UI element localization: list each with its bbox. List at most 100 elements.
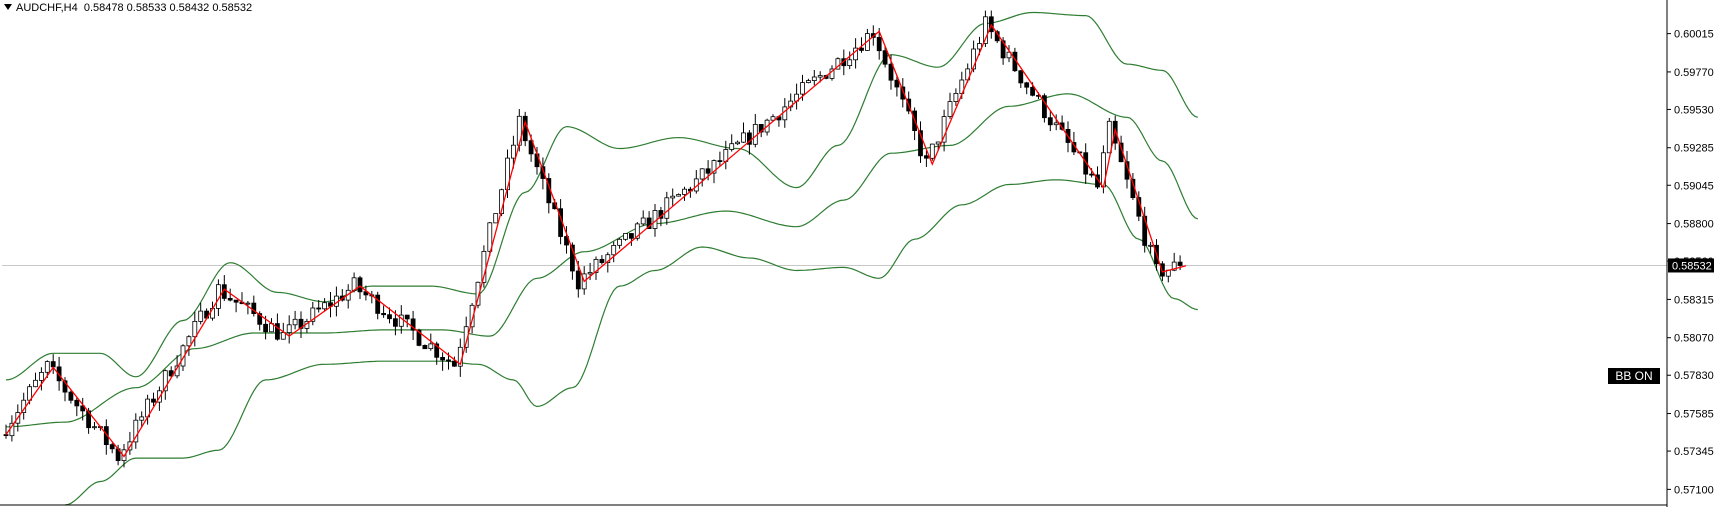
candle[interactable] bbox=[894, 74, 900, 97]
candle[interactable] bbox=[699, 168, 705, 187]
candle[interactable] bbox=[882, 45, 888, 68]
candle[interactable] bbox=[510, 135, 516, 169]
symbol-header[interactable]: AUDCHF,H4 0.58478 0.58533 0.58432 0.5853… bbox=[4, 2, 252, 14]
candle[interactable] bbox=[162, 369, 168, 400]
candle[interactable] bbox=[493, 213, 499, 224]
candle[interactable] bbox=[723, 140, 729, 170]
candle[interactable] bbox=[410, 310, 416, 341]
candle[interactable] bbox=[198, 302, 204, 325]
candle[interactable] bbox=[859, 37, 864, 53]
candle[interactable] bbox=[39, 367, 44, 391]
candle[interactable] bbox=[623, 233, 628, 241]
candle[interactable] bbox=[1042, 93, 1047, 123]
candle[interactable] bbox=[1047, 111, 1053, 132]
candle[interactable] bbox=[304, 318, 310, 333]
candle[interactable] bbox=[322, 298, 328, 312]
candle[interactable] bbox=[286, 315, 292, 344]
candle[interactable] bbox=[1142, 206, 1148, 253]
candle[interactable] bbox=[233, 299, 239, 313]
candle[interactable] bbox=[752, 113, 758, 148]
candle[interactable] bbox=[1106, 117, 1112, 154]
candle[interactable] bbox=[292, 310, 298, 330]
candle[interactable] bbox=[451, 356, 457, 367]
candle[interactable] bbox=[918, 121, 923, 163]
candle[interactable] bbox=[269, 318, 274, 333]
candle[interactable] bbox=[770, 114, 776, 121]
candle[interactable] bbox=[811, 69, 817, 86]
candle[interactable] bbox=[924, 150, 929, 167]
candle[interactable] bbox=[310, 301, 316, 326]
candle[interactable] bbox=[251, 295, 257, 317]
candle[interactable] bbox=[676, 193, 681, 197]
candle[interactable] bbox=[357, 275, 363, 299]
candle[interactable] bbox=[133, 413, 139, 449]
candle[interactable] bbox=[227, 288, 233, 302]
candle[interactable] bbox=[363, 285, 369, 301]
candle[interactable] bbox=[670, 188, 676, 206]
candle[interactable] bbox=[50, 354, 56, 374]
candle[interactable] bbox=[953, 88, 959, 106]
candle[interactable] bbox=[682, 186, 687, 201]
candle[interactable] bbox=[546, 173, 552, 214]
candle[interactable] bbox=[640, 210, 646, 226]
candle[interactable] bbox=[741, 122, 746, 143]
candle[interactable] bbox=[593, 256, 599, 281]
candle[interactable] bbox=[794, 83, 799, 110]
candle[interactable] bbox=[62, 377, 68, 402]
candle[interactable] bbox=[328, 291, 333, 318]
candle[interactable] bbox=[192, 311, 198, 347]
candle[interactable] bbox=[1165, 269, 1171, 283]
candle[interactable] bbox=[245, 300, 251, 315]
candle[interactable] bbox=[422, 344, 428, 350]
candle[interactable] bbox=[747, 130, 752, 155]
candle[interactable] bbox=[929, 143, 935, 161]
candle[interactable] bbox=[345, 284, 351, 309]
candle[interactable] bbox=[103, 419, 109, 455]
candle[interactable] bbox=[33, 372, 38, 388]
candle[interactable] bbox=[693, 170, 699, 194]
candle[interactable] bbox=[634, 222, 640, 241]
candle[interactable] bbox=[1148, 241, 1153, 254]
candle[interactable] bbox=[599, 255, 605, 265]
candle[interactable] bbox=[664, 191, 670, 225]
candle[interactable] bbox=[139, 411, 145, 428]
candle[interactable] bbox=[717, 151, 723, 166]
candle[interactable] bbox=[440, 352, 446, 371]
candle[interactable] bbox=[617, 238, 622, 249]
candle[interactable] bbox=[186, 335, 192, 356]
candle[interactable] bbox=[1083, 143, 1089, 184]
candle[interactable] bbox=[404, 314, 410, 328]
candle[interactable] bbox=[729, 134, 735, 152]
candle[interactable] bbox=[109, 442, 115, 454]
candle[interactable] bbox=[1171, 252, 1177, 272]
candle[interactable] bbox=[221, 275, 227, 301]
candle[interactable] bbox=[947, 92, 953, 119]
bb-status-badge[interactable]: BB ON bbox=[1608, 368, 1660, 384]
candle[interactable] bbox=[876, 28, 882, 60]
candle[interactable] bbox=[1053, 114, 1059, 131]
candle[interactable] bbox=[74, 397, 80, 417]
candle[interactable] bbox=[398, 305, 404, 334]
candle[interactable] bbox=[375, 291, 381, 320]
candle[interactable] bbox=[629, 233, 634, 246]
candles-group[interactable] bbox=[3, 10, 1183, 468]
candle[interactable] bbox=[92, 422, 97, 430]
candle[interactable] bbox=[428, 333, 434, 351]
candle[interactable] bbox=[847, 51, 853, 70]
candle[interactable] bbox=[941, 109, 947, 152]
candle[interactable] bbox=[381, 305, 387, 318]
candle[interactable] bbox=[505, 149, 510, 199]
candle[interactable] bbox=[806, 78, 811, 84]
dropdown-triangle-icon[interactable] bbox=[4, 4, 12, 10]
candle[interactable] bbox=[853, 38, 858, 69]
candle[interactable] bbox=[151, 392, 156, 406]
candle[interactable] bbox=[80, 397, 86, 421]
candle[interactable] bbox=[983, 10, 988, 47]
candle[interactable] bbox=[316, 299, 322, 313]
candle[interactable] bbox=[735, 140, 740, 146]
candle[interactable] bbox=[21, 392, 27, 420]
candle[interactable] bbox=[68, 390, 74, 404]
